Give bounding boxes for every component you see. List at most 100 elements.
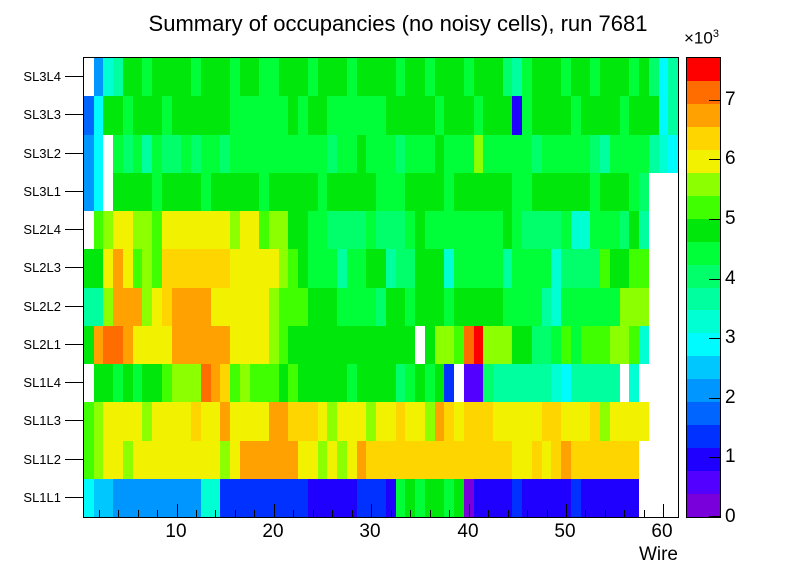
- heatmap-cell: [581, 135, 590, 173]
- heatmap-cell: [279, 364, 288, 402]
- x-minor-tick: [99, 510, 100, 517]
- x-minor-tick: [254, 510, 255, 517]
- heatmap-cell: [435, 364, 444, 402]
- x-minor-tick: [605, 510, 606, 517]
- heatmap-cell: [366, 135, 376, 173]
- heatmap-cell: [668, 96, 678, 135]
- heatmap-cell: [532, 173, 542, 211]
- heatmap-cell: [113, 96, 123, 135]
- heatmap-cell: [211, 288, 220, 326]
- heatmap-cell: [581, 364, 590, 402]
- heatmap-cell: [337, 135, 347, 173]
- heatmap-cell: [464, 135, 474, 173]
- heatmap-cell: [133, 402, 142, 441]
- heatmap-cell: [191, 326, 201, 364]
- heatmap-cell: [279, 441, 288, 479]
- heatmap-cell: [620, 402, 629, 441]
- heatmap-cell: [357, 364, 366, 402]
- heatmap-cell: [84, 402, 94, 441]
- heatmap-cell: [162, 211, 172, 249]
- heatmap-cell: [415, 249, 425, 288]
- heatmap-cell: [425, 173, 435, 211]
- heatmap-cell: [503, 479, 512, 517]
- heatmap-cell: [298, 441, 308, 479]
- heatmap-cell: [415, 479, 425, 517]
- heatmap-cell: [103, 58, 113, 96]
- heatmap-cell: [561, 288, 571, 326]
- heatmap-cell: [181, 58, 191, 96]
- heatmap-cell: [366, 249, 376, 288]
- heatmap-cell: [620, 326, 629, 364]
- heatmap-cell: [103, 479, 113, 517]
- heatmap-cell: [142, 441, 152, 479]
- heatmap-cell: [288, 96, 298, 135]
- heatmap-cell: [337, 249, 347, 288]
- heatmap-cell: [142, 402, 152, 441]
- heatmap-cell: [444, 479, 454, 517]
- heatmap-cell: [250, 364, 259, 402]
- heatmap-cell: [298, 326, 308, 364]
- heatmap-cell: [347, 288, 357, 326]
- heatmap-cell: [522, 135, 532, 173]
- x-minor-tick: [430, 510, 431, 517]
- heatmap-cell: [84, 96, 94, 135]
- heatmap-cell: [308, 479, 318, 517]
- heatmap-cell: [142, 96, 152, 135]
- heatmap-cell: [327, 364, 337, 402]
- heatmap-cell: [94, 58, 103, 96]
- heatmap-cell: [425, 479, 435, 517]
- heatmap-cell: [561, 402, 571, 441]
- heatmap-cell: [181, 249, 191, 288]
- x-minor-tick: [488, 510, 489, 517]
- heatmap-cell: [483, 58, 493, 96]
- heatmap-cell: [396, 173, 405, 211]
- heatmap-cell: [405, 211, 415, 249]
- heatmap-cell: [435, 135, 444, 173]
- heatmap-cell: [288, 211, 298, 249]
- x-minor-tick: [527, 510, 528, 517]
- x-minor-tick: [293, 510, 294, 517]
- heatmap-cell: [474, 173, 483, 211]
- heatmap-cell: [590, 364, 600, 402]
- heatmap-cell: [405, 402, 415, 441]
- heatmap-cell: [308, 211, 318, 249]
- heatmap-cell: [512, 249, 522, 288]
- heatmap-cell: [639, 249, 649, 288]
- heatmap-cell: [250, 288, 259, 326]
- heatmap-cell: [551, 173, 561, 211]
- heatmap-cell: [181, 96, 191, 135]
- heatmap-cell: [240, 479, 250, 517]
- heatmap-cell: [425, 402, 435, 441]
- y-tick-label: SL3L4: [23, 69, 61, 84]
- heatmap-cell: [396, 135, 405, 173]
- heatmap-cell: [347, 249, 357, 288]
- heatmap-cell: [590, 96, 600, 135]
- x-minor-tick: [624, 510, 625, 517]
- heatmap-cell: [133, 326, 142, 364]
- heatmap-cell: [269, 441, 279, 479]
- heatmap-cell: [405, 326, 415, 364]
- heatmap-cell: [133, 135, 142, 173]
- heatmap-cell: [308, 441, 318, 479]
- heatmap-cell: [396, 326, 405, 364]
- heatmap-cell: [308, 364, 318, 402]
- heatmap-cell: [201, 135, 211, 173]
- heatmap-cell: [269, 135, 279, 173]
- heatmap-cell: [269, 288, 279, 326]
- heatmap-cell: [483, 211, 493, 249]
- heatmap-cell: [211, 364, 220, 402]
- heatmap-cell: [396, 58, 405, 96]
- heatmap-cell: [103, 249, 113, 288]
- heatmap-cell: [337, 402, 347, 441]
- heatmap-cell: [610, 211, 620, 249]
- heatmap-cell: [142, 173, 152, 211]
- heatmap-cell: [201, 364, 211, 402]
- heatmap-cell: [113, 249, 123, 288]
- heatmap-cell: [425, 326, 435, 364]
- heatmap-cell: [152, 211, 162, 249]
- heatmap-cell: [551, 58, 561, 96]
- heatmap-cell: [240, 364, 250, 402]
- heatmap-cell: [347, 135, 357, 173]
- heatmap-cell: [123, 173, 133, 211]
- heatmap-cell: [522, 402, 532, 441]
